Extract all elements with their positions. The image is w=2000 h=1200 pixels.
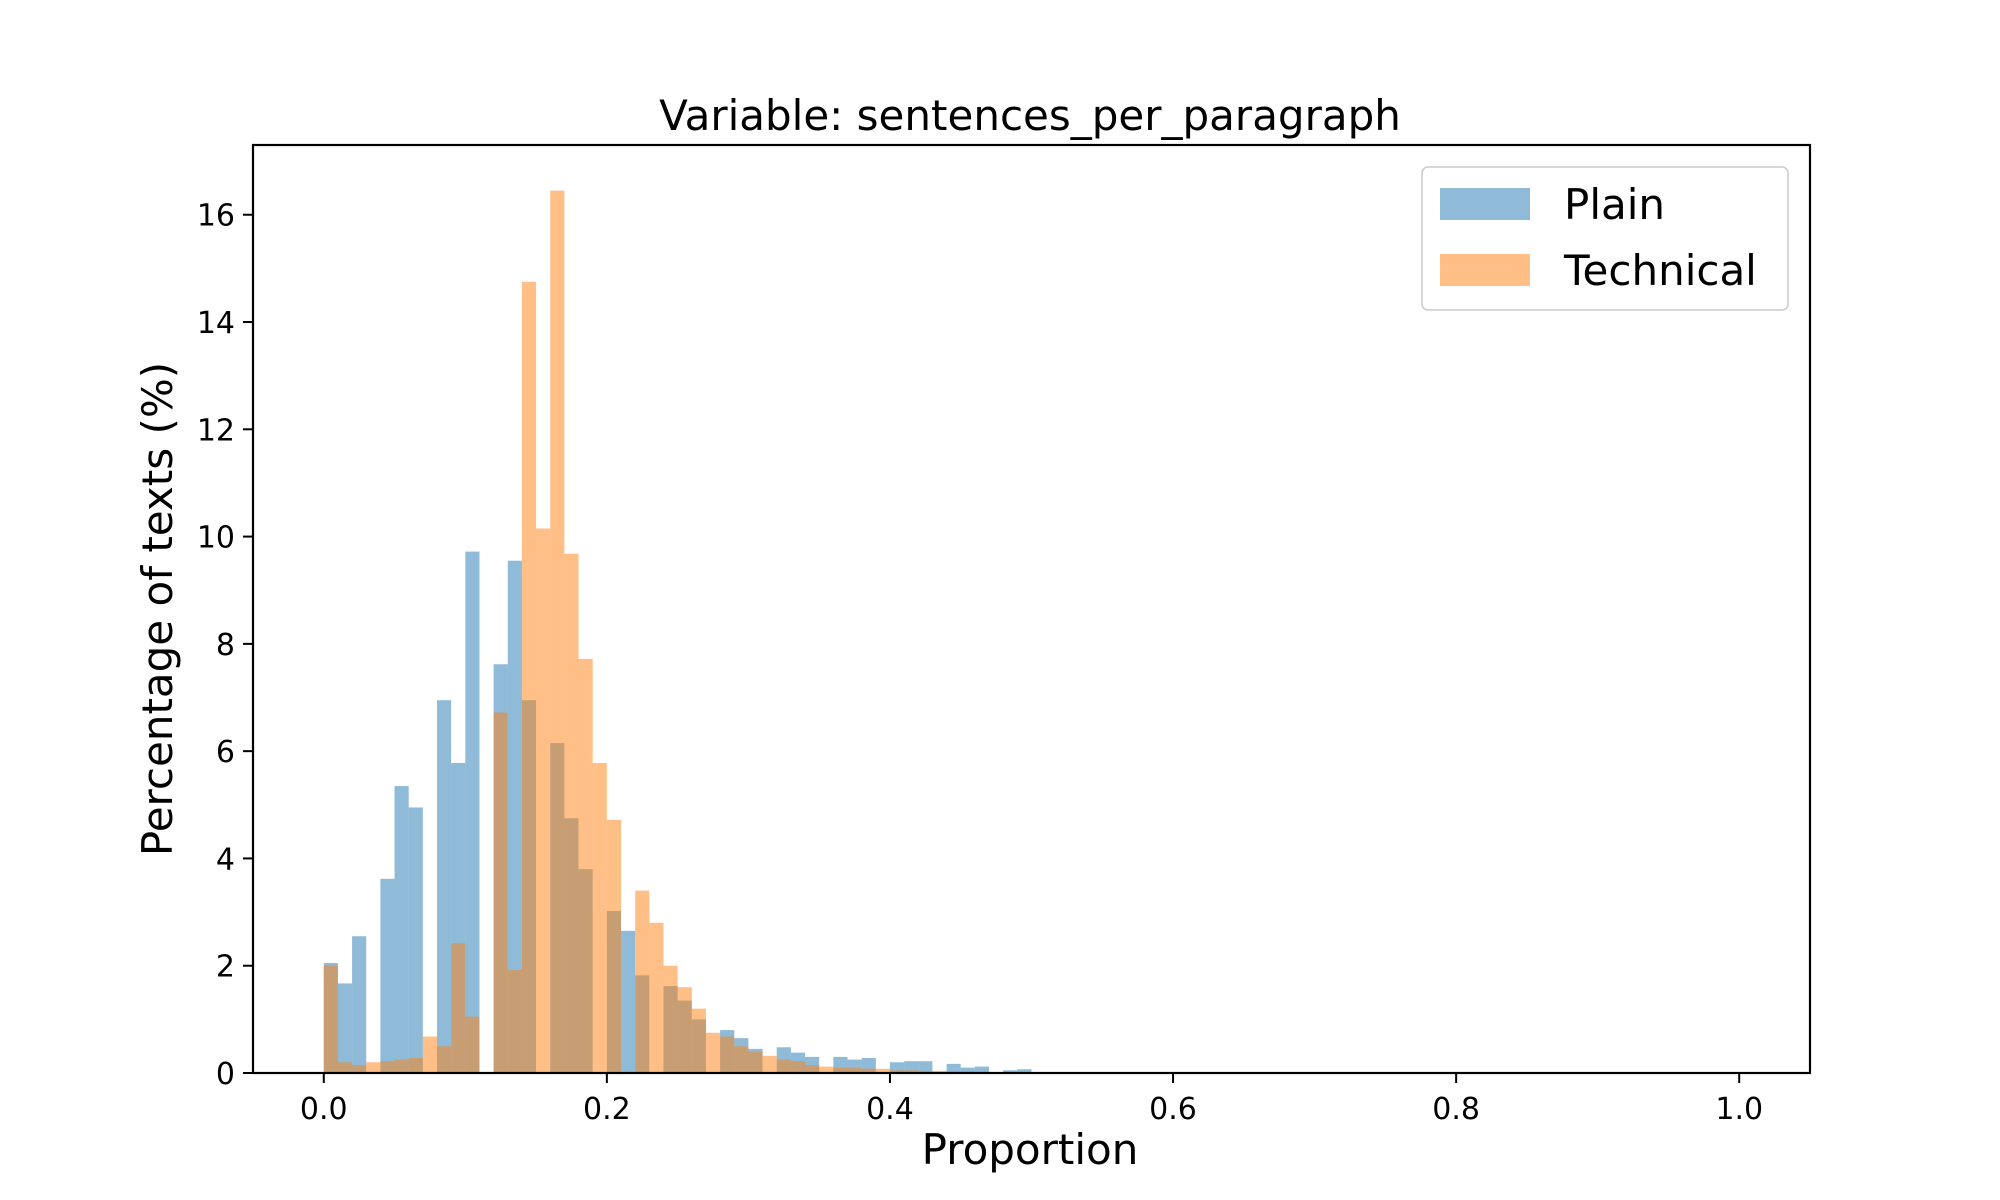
bar-technical bbox=[437, 1046, 452, 1073]
bar-plain bbox=[408, 807, 423, 1073]
legend-label-plain: Plain bbox=[1564, 180, 1665, 229]
legend-swatch-plain bbox=[1440, 188, 1530, 220]
bar-technical bbox=[734, 1046, 749, 1073]
bar-technical bbox=[875, 1068, 890, 1073]
bar-plain bbox=[437, 700, 452, 1073]
legend: Plain Technical bbox=[1421, 166, 1789, 311]
bar-technical bbox=[465, 1016, 480, 1073]
bar-technical bbox=[521, 281, 537, 1073]
x-tick-label: 0.8 bbox=[1432, 1092, 1480, 1127]
y-tick-label: 12 bbox=[197, 413, 235, 448]
bar-technical bbox=[847, 1067, 862, 1073]
y-tick-label: 16 bbox=[197, 199, 235, 234]
bar-technical bbox=[578, 658, 593, 1073]
x-tick-label: 0.6 bbox=[1149, 1092, 1197, 1127]
bar-plain bbox=[380, 878, 395, 1073]
x-tick-label: 0.2 bbox=[583, 1092, 631, 1127]
bar-plain bbox=[1017, 1069, 1032, 1073]
bar-technical bbox=[705, 1032, 721, 1073]
bar-technical bbox=[337, 1062, 353, 1073]
bar-technical bbox=[550, 190, 565, 1073]
bar-technical bbox=[649, 922, 664, 1073]
bar-plain bbox=[904, 1061, 919, 1073]
bar-plain bbox=[1003, 1070, 1018, 1073]
bar-technical bbox=[422, 1036, 438, 1073]
x-axis-label: Proportion bbox=[922, 1125, 1139, 1174]
chart-title: Variable: sentences_per_paragraph bbox=[659, 91, 1401, 140]
legend-swatch-technical bbox=[1440, 254, 1530, 286]
bar-technical bbox=[819, 1066, 834, 1073]
bar-technical bbox=[720, 1036, 735, 1073]
bar-technical bbox=[366, 1062, 381, 1073]
bar-plain bbox=[918, 1061, 933, 1073]
bar-plain bbox=[974, 1066, 990, 1073]
bar-technical bbox=[394, 1059, 409, 1073]
y-tick-label: 4 bbox=[216, 842, 235, 877]
plot-frame bbox=[251, 143, 1812, 1075]
bar-plain bbox=[465, 551, 480, 1073]
bar-technical bbox=[507, 970, 522, 1073]
y-tick-label: 14 bbox=[197, 306, 235, 341]
bar-plain bbox=[889, 1062, 905, 1073]
bar-technical bbox=[776, 1059, 791, 1073]
y-tick-label: 8 bbox=[216, 628, 235, 663]
bar-technical bbox=[564, 553, 579, 1073]
bar-plain bbox=[352, 936, 367, 1073]
x-tick-label: 0.0 bbox=[300, 1092, 348, 1127]
bar-plain bbox=[337, 983, 353, 1073]
series-technical bbox=[323, 190, 1032, 1073]
y-tick-label: 10 bbox=[197, 521, 235, 556]
y-tick-label: 0 bbox=[216, 1057, 235, 1092]
y-axis-label: Percentage of texts (%) bbox=[133, 362, 182, 856]
bar-technical bbox=[889, 1070, 905, 1073]
bar-plain bbox=[946, 1063, 961, 1073]
y-tick-label: 6 bbox=[216, 735, 235, 770]
bar-technical bbox=[904, 1070, 919, 1073]
bar-technical bbox=[352, 1064, 367, 1073]
bar-technical bbox=[493, 712, 508, 1073]
bar-technical bbox=[380, 1061, 395, 1073]
bar-technical bbox=[861, 1068, 876, 1073]
x-tick-label: 0.4 bbox=[866, 1092, 914, 1127]
bar-technical bbox=[833, 1067, 848, 1073]
bars-layer bbox=[323, 190, 1032, 1073]
bar-technical bbox=[677, 987, 692, 1073]
bar-technical bbox=[805, 1064, 820, 1073]
bar-technical bbox=[748, 1051, 763, 1073]
bar-technical bbox=[790, 1061, 806, 1073]
bar-technical bbox=[762, 1055, 777, 1073]
ticks-layer: 0.0 0.2 0.4 0.6 0.8 1.0 0 2 4 6 8 10 12 14 16 bbox=[197, 199, 1763, 1127]
bar-technical bbox=[606, 819, 622, 1073]
bar-technical bbox=[408, 1057, 423, 1073]
bar-technical bbox=[691, 1008, 706, 1073]
bar-technical bbox=[536, 528, 551, 1073]
x-tick-label: 1.0 bbox=[1715, 1092, 1763, 1127]
legend-label-technical: Technical bbox=[1563, 246, 1757, 295]
y-tick-label: 2 bbox=[216, 950, 235, 985]
bar-technical bbox=[323, 965, 338, 1073]
bar-technical bbox=[451, 943, 466, 1073]
bar-technical bbox=[635, 890, 650, 1073]
bar-plain bbox=[507, 560, 522, 1073]
bar-plain bbox=[960, 1067, 975, 1073]
bar-technical bbox=[663, 965, 678, 1073]
bar-plain bbox=[394, 786, 409, 1073]
bar-plain bbox=[621, 930, 636, 1073]
bar-technical bbox=[592, 762, 607, 1073]
